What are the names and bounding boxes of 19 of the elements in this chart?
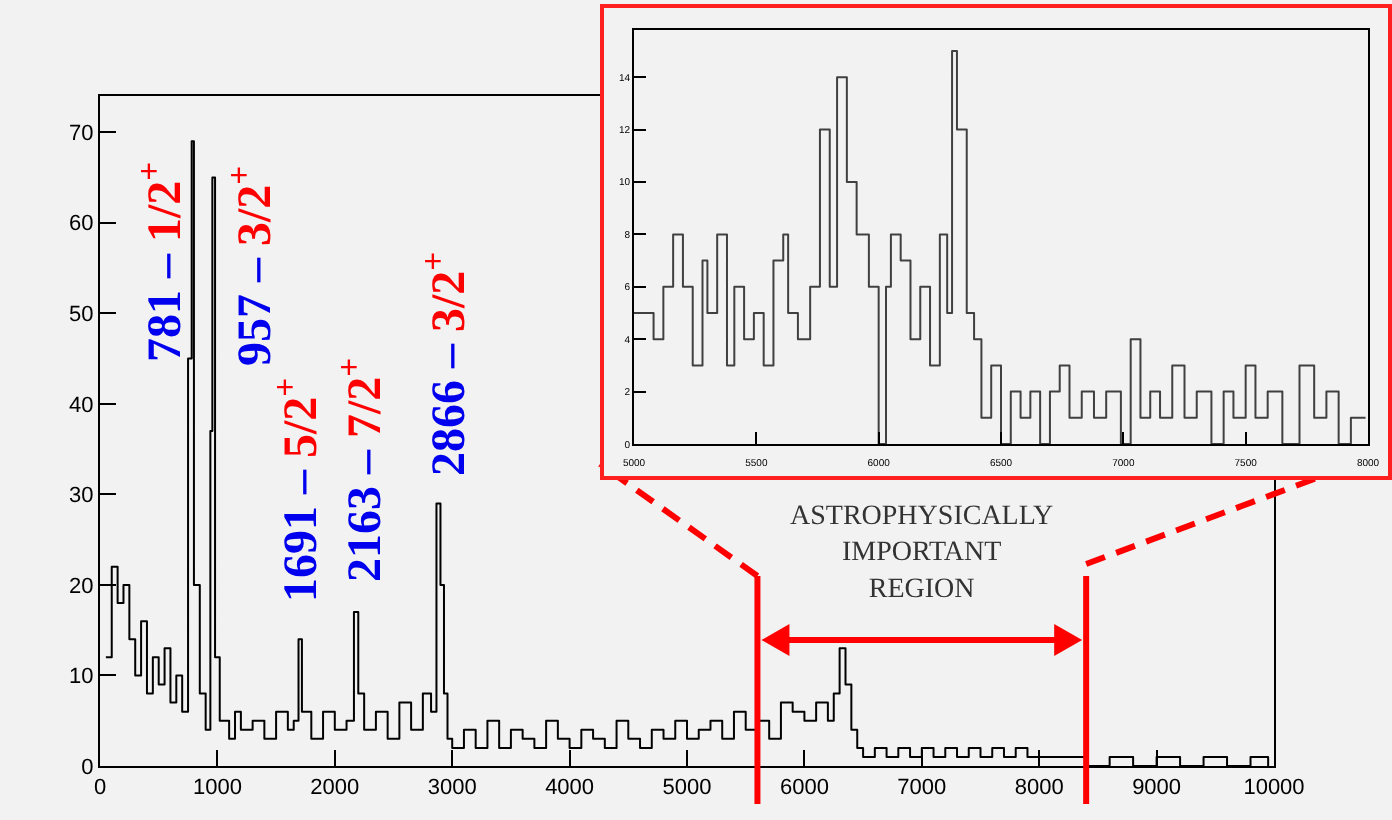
x-tick-label: 9000 [1132,776,1182,801]
y-tick-label: 70 [69,121,94,146]
annotation: ASTROPHYSICALLY IMPORTANT REGION [790,502,1054,605]
y-tick-label: 40 [69,393,94,418]
x-tick-label: 7000 [897,776,947,801]
y-tick-label: 30 [69,484,94,509]
x-tick-label: 5000 [662,776,712,801]
x-tick-label: 2000 [310,776,360,801]
x-tick-label: 8000 [1014,776,1064,801]
x-tick-label: 10000 [1243,776,1305,801]
y-tick-label: 50 [69,303,94,327]
y-tick-label: 20 [69,574,94,599]
y-tick-label: 60 [69,212,94,237]
x-tick-label: 6000 [779,776,829,801]
x-tick-label: 4000 [545,776,595,801]
y-tick-label: 0 [81,755,94,780]
x-tick-label: 3000 [427,776,477,801]
x-tick-label: 1000 [192,776,242,801]
y-tick-label: 10 [69,665,94,690]
